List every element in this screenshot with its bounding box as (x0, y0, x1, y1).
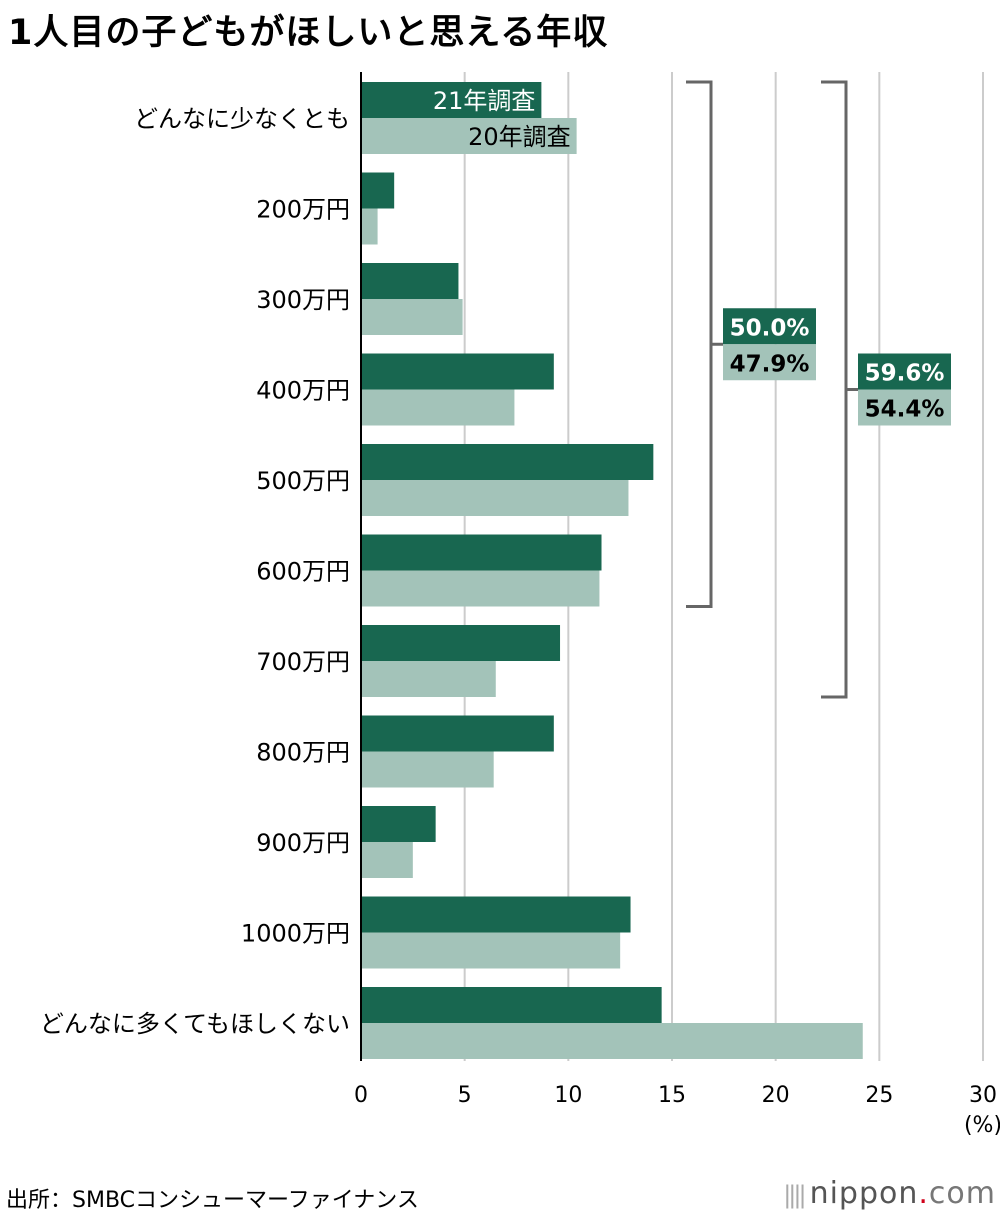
logo-bars-icon: |||| (783, 1181, 806, 1209)
brackets: 50.0% 47.9% 59.6% 54.4% (686, 80, 951, 699)
bracket-label-20: 54.4% (865, 397, 945, 423)
bar-20 (361, 842, 413, 878)
bar-21 (361, 82, 542, 118)
bar-21 (361, 263, 459, 299)
category-label: どんなに多くてもほしくない (40, 1010, 350, 1038)
series-label-20: 20年調査 (468, 123, 571, 151)
category-label: 1000万円 (241, 920, 350, 948)
x-tick-label: 15 (658, 1083, 686, 1108)
bar-20 (361, 661, 496, 697)
bar-21 (361, 896, 631, 933)
x-tick-label: 20 (762, 1083, 790, 1108)
category-labels: どんなに少なくとも 200万円 300万円 400万円 500万円 600万円 700万円 8… (40, 105, 350, 1038)
bar-20 (361, 932, 621, 969)
category-label: 800万円 (256, 739, 350, 767)
bar-21 (361, 806, 436, 842)
bracket-label-21: 59.6% (865, 361, 945, 387)
x-tick-label: 10 (554, 1083, 582, 1108)
bar-20 (361, 389, 515, 426)
source-note: 出所：SMBCコンシューマーファイナンス (6, 1188, 419, 1213)
bar-20 (361, 1023, 863, 1059)
x-tick-label: 30 (969, 1083, 997, 1108)
category-label: どんなに少なくとも (134, 105, 350, 133)
bar-20 (361, 299, 463, 335)
bracket-label-21: 50.0% (730, 315, 810, 341)
x-tick-label: 5 (458, 1083, 472, 1108)
bars (361, 82, 863, 1059)
category-label: 900万円 (256, 829, 350, 857)
bar-21 (361, 353, 554, 390)
bar-20 (361, 208, 378, 245)
category-label: 400万円 (256, 377, 350, 405)
bar-20 (361, 118, 577, 154)
category-label: 600万円 (256, 558, 350, 586)
x-axis: 0 5 10 15 20 25 30 (%) (354, 72, 1000, 1138)
nippon-logo: |||| nippon.com (783, 1176, 996, 1211)
category-label: 500万円 (256, 467, 350, 495)
bracket-box-20 (723, 344, 816, 381)
bar-21 (361, 172, 395, 209)
bracket-box-20 (858, 389, 951, 426)
x-tick-label: 25 (865, 1083, 893, 1108)
bracket-box-21 (723, 308, 816, 345)
bar-21 (361, 534, 602, 571)
bracket (821, 80, 848, 699)
logo-dot: . (918, 1176, 929, 1211)
category-label: 300万円 (256, 286, 350, 314)
bar-21 (361, 987, 662, 1023)
bar-21 (361, 444, 654, 480)
bracket (686, 80, 713, 608)
series-label-21: 21年調査 (433, 87, 536, 115)
x-tick-label: 0 (354, 1083, 368, 1108)
bracket-box-21 (858, 353, 951, 390)
logo-tail: com (928, 1176, 996, 1211)
bar-21 (361, 625, 561, 661)
category-label: 700万円 (256, 648, 350, 676)
chart-title: 1人目の子どもがほしいと思える年収 (8, 13, 609, 53)
bar-20 (361, 480, 629, 516)
bar-21 (361, 715, 554, 752)
bar-20 (361, 570, 600, 607)
category-label: 200万円 (256, 196, 350, 224)
bar-20 (361, 751, 494, 788)
logo-main: nippon (809, 1176, 919, 1211)
bracket-label-20: 47.9% (730, 351, 810, 377)
series-labels: 21年調査 20年調査 (433, 87, 571, 151)
x-unit-label: (%) (964, 1113, 1000, 1138)
